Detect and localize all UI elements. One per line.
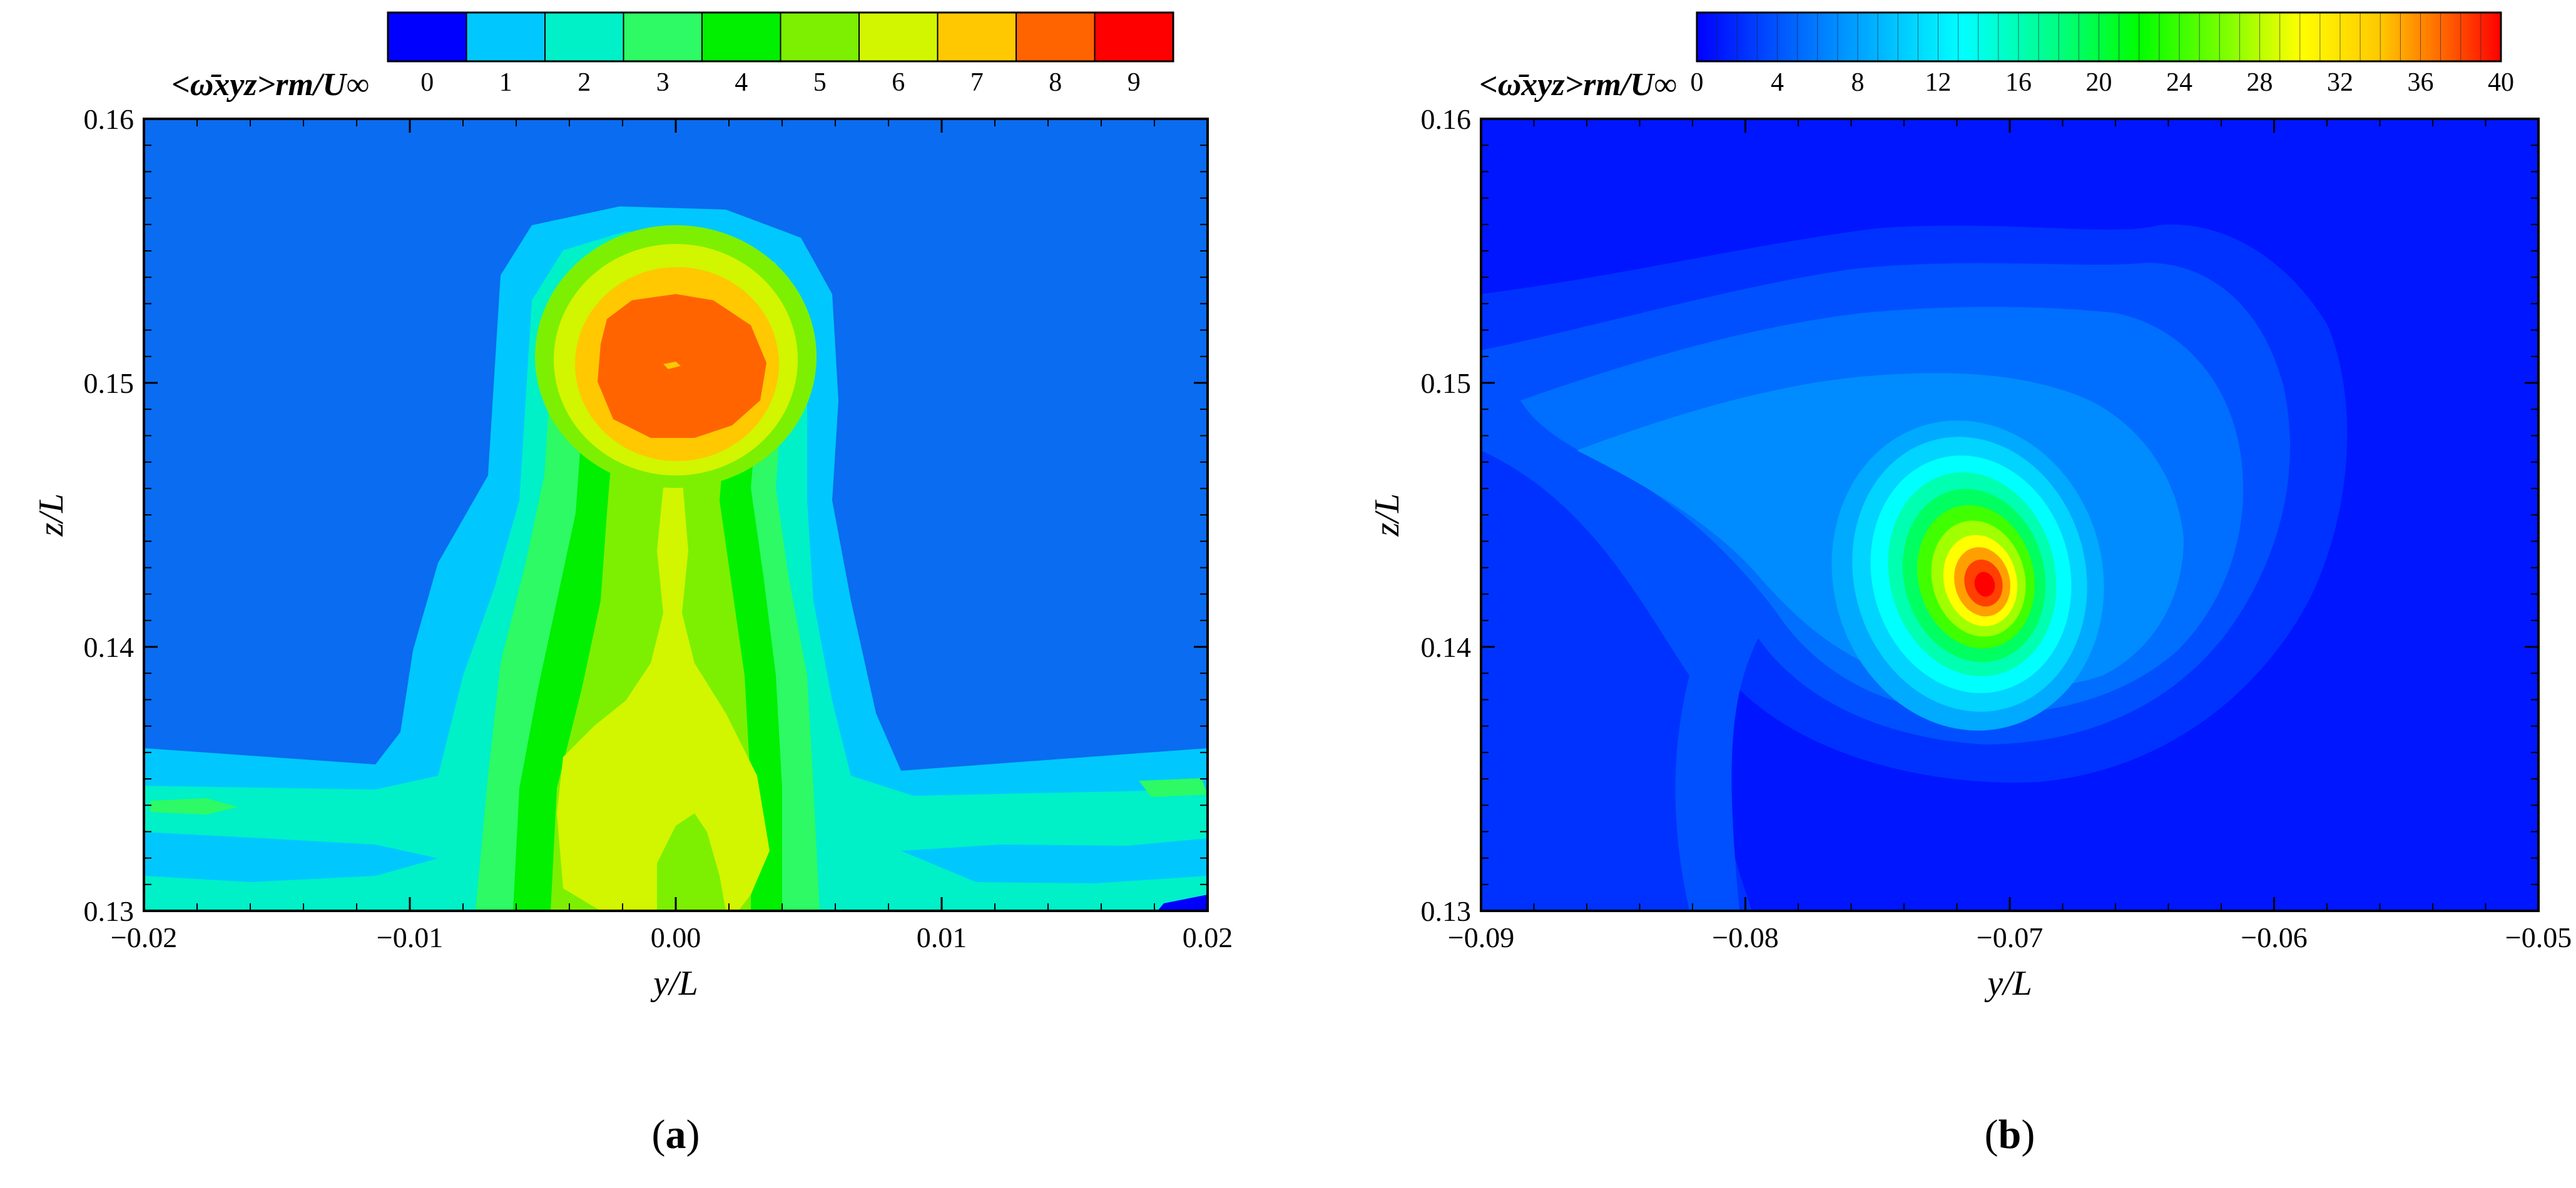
colorbar-cell: [1094, 12, 1174, 62]
colorbar-tick-label: 7: [970, 68, 984, 97]
colorbar-cell: [937, 12, 1017, 62]
colorbar-tick-label: 9: [1128, 68, 1141, 97]
colorbar-tick-label: 20: [2086, 68, 2112, 97]
head-level-9: [598, 294, 766, 438]
colorbar-tick-label: 0: [420, 68, 434, 97]
boundary-layer-patch-a1: [144, 832, 438, 882]
y-tick-label: 0.13: [1421, 895, 1472, 927]
colorbar-b: <ω̄xyz>rm/U∞ 0 4 8 12 16: [1479, 11, 2515, 103]
colorbar-tick-label: 0: [1691, 68, 1704, 97]
boundary-layer-patch-a5: [1158, 895, 1208, 911]
stem-level-7: [557, 438, 770, 911]
colorbar-cell: [701, 12, 781, 62]
colorbar-cell: [387, 12, 467, 62]
x-tick-labels-a: −0.02 −0.01 0.00 0.01 0.02: [111, 921, 1233, 953]
colorbar-cells-a: [387, 12, 1174, 62]
boundary-layer-patch-a4: [1139, 778, 1208, 797]
chart-panel-a: −0.02 −0.01 0.00 0.01 0.02 0.130.140.150.16 …: [32, 11, 1233, 1157]
colorbar-tick-label: 6: [892, 68, 905, 97]
colorbar-dividers-b: [1716, 13, 2482, 61]
colorbar-title-b: <ω̄xyz>rm/U∞: [1479, 67, 1677, 103]
colorbar-cell: [780, 12, 860, 62]
colorbar-tick-label: 36: [2408, 68, 2434, 97]
x-tick-label: 0.00: [651, 921, 701, 953]
colorbar-tick-label: 8: [1049, 68, 1062, 97]
colorbar-labels-b: 0 4 8 12 16 20 24 28 32 36 40: [1691, 68, 2515, 97]
colorbar-tick-label: 5: [813, 68, 827, 97]
x-tick-label: −0.06: [2241, 921, 2307, 953]
x-tick-labels-b: −0.09 −0.08 −0.07 −0.06 −0.05: [1448, 921, 2572, 953]
stem-level-6-inner: [657, 813, 726, 911]
vortex-core-a: [663, 362, 681, 369]
y-tick-label: 0.14: [84, 631, 135, 663]
colorbar-cell: [466, 12, 546, 62]
y-tick-label: 0.16: [1421, 103, 1472, 135]
y-tick-label: 0.15: [84, 367, 135, 399]
colorbar-tick-label: 12: [1925, 68, 1952, 97]
colorbar-tick-label: 1: [499, 68, 512, 97]
colorbar-tick-label: 4: [1771, 68, 1784, 97]
y-tick-label: 0.16: [84, 103, 135, 135]
colorbar-tick-label: 28: [2247, 68, 2273, 97]
colorbar-cell: [1016, 12, 1096, 62]
x-tick-label: 0.01: [917, 921, 967, 953]
colorbar-tick-label: 24: [2166, 68, 2192, 97]
colorbar-cell: [544, 12, 624, 62]
colorbar-cell: [623, 12, 703, 62]
colorbar-title-a: <ω̄xyz>rm/U∞: [171, 67, 369, 103]
y-axis-title-b: z/L: [1368, 494, 1407, 537]
x-tick-label: −0.08: [1712, 921, 1778, 953]
contour-field-a: [144, 119, 1208, 911]
x-tick-label: −0.07: [1977, 921, 2043, 953]
x-tick-label: −0.01: [377, 921, 443, 953]
x-tick-label: 0.02: [1183, 921, 1233, 953]
x-tick-label: −0.02: [111, 921, 177, 953]
colorbar-tick-label: 16: [2005, 68, 2032, 97]
boundary-layer-patch-a3: [150, 798, 238, 815]
colorbar-cell: [858, 12, 939, 62]
chart-panel-b: −0.09 −0.08 −0.07 −0.06 −0.05 0.130.140.150.…: [1368, 11, 2572, 1157]
y-tick-label: 0.13: [84, 895, 135, 927]
y-tick-label: 0.15: [1421, 367, 1472, 399]
colorbar-tick-label: 40: [2488, 68, 2514, 97]
y-tick-label: 0.14: [1421, 631, 1472, 663]
colorbar-tick-label: 2: [578, 68, 591, 97]
x-axis-title-b: y/L: [1984, 964, 2032, 1003]
panel-label-a: (a): [652, 1112, 700, 1157]
y-axis-title-a: z/L: [32, 494, 71, 537]
colorbar-tick-label: 3: [656, 68, 669, 97]
colorbar-a: <ω̄xyz>rm/U∞ 0 1 2 3 4 5 6 7 8 9: [171, 11, 1174, 103]
vortex-core-b: [1974, 572, 1995, 597]
y-tick-labels-b: 0.13 0.14 0.15 0.16: [1421, 103, 1472, 927]
colorbar-tick-label: 8: [1851, 68, 1865, 97]
x-tick-label: −0.09: [1448, 921, 1514, 953]
colorbar-labels-a: 0 1 2 3 4 5 6 7 8 9: [420, 68, 1141, 97]
boundary-layer-patch-a2: [901, 838, 1208, 883]
colorbar-tick-label: 4: [735, 68, 748, 97]
colorbar-frame-a: [387, 11, 1174, 63]
y-tick-labels-a: 0.13 0.14 0.15 0.16: [84, 103, 135, 927]
panel-label-b: (b): [1985, 1112, 2035, 1157]
x-axis-title-a: y/L: [650, 964, 698, 1003]
x-tick-label: −0.05: [2505, 921, 2572, 953]
colorbar-tick-label: 32: [2327, 68, 2353, 97]
tick-marks-b: [1480, 118, 2540, 912]
colorbar-frame-b: [1696, 11, 2502, 63]
tick-marks-a: [143, 118, 1209, 912]
contour-field-b: [1481, 119, 2538, 911]
